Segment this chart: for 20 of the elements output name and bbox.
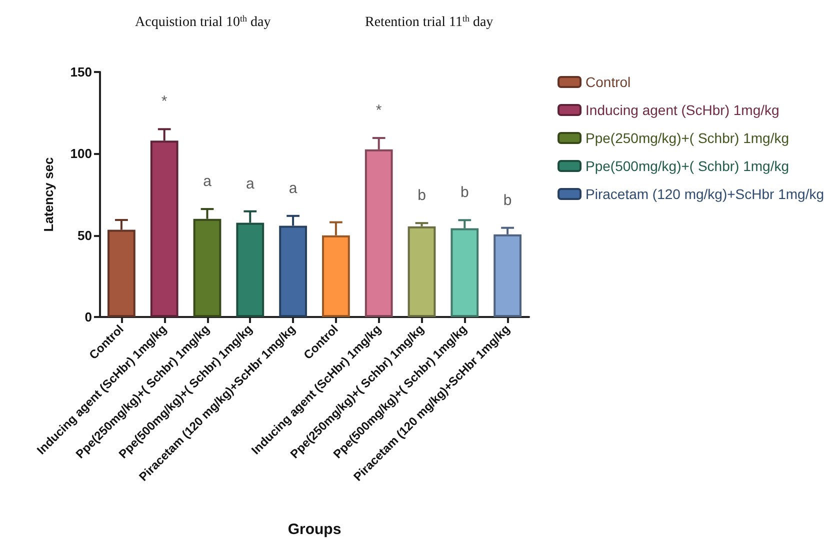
legend-label: Control: [586, 74, 631, 90]
data-label: b: [503, 192, 512, 209]
legend-label: Inducing agent (ScHbr) 1mg/kg: [586, 102, 780, 118]
data-label: a: [246, 175, 255, 192]
y-tick-label: 150: [70, 64, 92, 80]
data-label: b: [460, 184, 469, 202]
bar: [408, 226, 436, 317]
legend-label: Ppe(250mg/kg)+( Schbr) 1mg/kg: [586, 130, 790, 146]
data-label: *: [161, 93, 168, 110]
data-label: *: [376, 102, 382, 119]
data-label: a: [288, 180, 298, 197]
legend-label: Piracetam (120 mg/kg)+ScHbr 1mg/kg: [586, 186, 824, 202]
data-label: a: [203, 173, 212, 190]
y-axis-title: Latency sec: [41, 157, 56, 232]
y-tick-label: 50: [78, 228, 92, 243]
data-label: b: [418, 187, 426, 204]
x-axis-title: Groups: [288, 521, 342, 538]
y-tick-label: 100: [70, 146, 92, 162]
y-tick-label: 0: [84, 310, 92, 324]
legend-label: Ppe(500mg/kg)+( Schbr) 1mg/kg: [586, 158, 790, 174]
